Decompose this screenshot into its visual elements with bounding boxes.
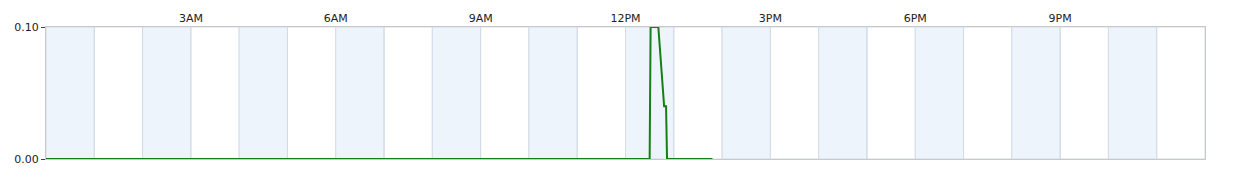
svg-text:12PM: 12PM bbox=[610, 12, 640, 25]
svg-text:6PM: 6PM bbox=[904, 12, 927, 25]
svg-text:6AM: 6AM bbox=[324, 12, 348, 25]
svg-text:0.00: 0.00 bbox=[14, 153, 39, 166]
svg-text:9PM: 9PM bbox=[1049, 12, 1072, 25]
svg-text:0.10: 0.10 bbox=[14, 21, 39, 34]
svg-text:3PM: 3PM bbox=[759, 12, 782, 25]
svg-text:3AM: 3AM bbox=[179, 12, 203, 25]
svg-text:9AM: 9AM bbox=[469, 12, 493, 25]
